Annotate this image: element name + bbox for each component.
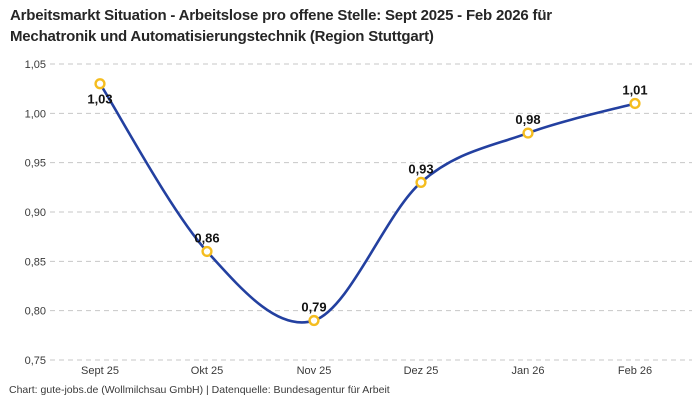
y-tick-label: 0,90 <box>25 207 46 219</box>
chart-title-line2: Mechatronik und Automatisierungstechnik … <box>10 28 434 45</box>
y-tick-label: 1,05 <box>25 59 46 71</box>
data-point-value-label: 0,86 <box>194 230 219 245</box>
series-line <box>98 82 637 324</box>
y-tick-label: 0,95 <box>25 158 46 170</box>
y-tick-label: 1,00 <box>25 108 46 120</box>
x-tick-label: Feb 26 <box>618 365 652 377</box>
data-point-marker <box>308 314 320 327</box>
chart-title-line1: Arbeitsmarkt Situation - Arbeitslose pro… <box>10 7 552 24</box>
chart-title: Arbeitsmarkt Situation - Arbeitslose pro… <box>10 5 690 47</box>
x-tick-label: Jan 26 <box>511 365 544 377</box>
y-tick-label: 0,75 <box>25 355 46 367</box>
data-point-value-label: 1,01 <box>622 82 647 97</box>
data-point-marker <box>201 245 213 258</box>
x-tick-label: Okt 25 <box>191 365 223 377</box>
y-tick-label: 0,85 <box>25 256 46 268</box>
data-point-marker <box>415 176 427 189</box>
y-tick-label: 0,80 <box>25 306 46 318</box>
x-tick-label: Dez 25 <box>404 365 439 377</box>
x-tick-label: Sept 25 <box>81 365 119 377</box>
data-point-marker <box>94 78 106 90</box>
x-tick-label: Nov 25 <box>297 365 332 377</box>
data-point-value-label: 1,03 <box>87 92 112 107</box>
data-point-marker <box>629 97 641 110</box>
data-point-value-label: 0,93 <box>408 161 433 176</box>
data-point-marker <box>522 127 534 139</box>
data-point-value-label: 0,79 <box>301 300 326 315</box>
chart-credit: Chart: gute-jobs.de (Wollmilchsau GmbH) … <box>9 384 390 396</box>
data-point-value-label: 0,98 <box>515 112 540 127</box>
